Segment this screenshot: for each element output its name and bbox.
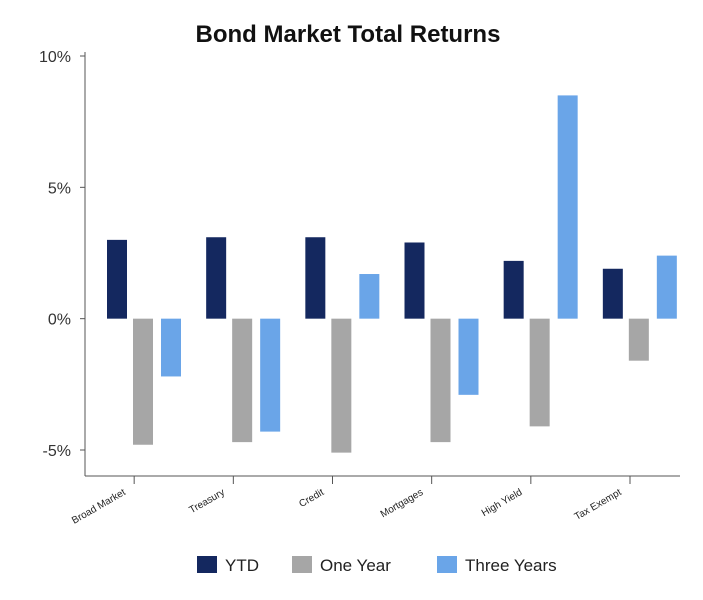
bar-one-year	[628, 318, 649, 361]
x-tick-label: Mortgages	[379, 487, 425, 520]
x-tick-label: Broad Market	[70, 487, 128, 527]
bar-three-years	[458, 318, 479, 395]
bar-one-year	[529, 318, 550, 427]
y-tick-label: 5%	[48, 180, 71, 197]
legend: YTD One Year Three Years	[197, 556, 557, 575]
x-tick-label: Tax Exempt	[573, 487, 624, 523]
legend-label: One Year	[320, 556, 391, 575]
y-tick-label: 0%	[48, 312, 71, 329]
bar-ytd	[206, 237, 227, 319]
bar-one-year	[331, 318, 352, 453]
bar-ytd	[305, 237, 326, 319]
bar-three-years	[359, 274, 380, 319]
legend-label: YTD	[225, 556, 259, 575]
legend-swatch	[437, 556, 457, 573]
legend-swatch	[292, 556, 312, 573]
bar-ytd	[602, 268, 623, 319]
bar-one-year	[232, 318, 253, 443]
y-tick-label: -5%	[43, 443, 71, 460]
bar-ytd	[404, 242, 425, 319]
x-tick-label: Treasury	[187, 487, 226, 516]
x-tick-label: Credit	[297, 487, 326, 510]
bar-three-years	[656, 255, 677, 319]
y-tick-label: 10%	[39, 49, 71, 66]
bars	[107, 95, 677, 453]
bar-three-years	[260, 318, 281, 432]
bar-ytd	[107, 239, 127, 319]
bar-one-year	[430, 318, 451, 443]
legend-label: Three Years	[465, 556, 557, 575]
legend-swatch	[197, 556, 217, 573]
bar-ytd	[503, 260, 524, 319]
bar-three-years	[557, 95, 578, 319]
bar-one-year	[133, 318, 153, 445]
chart-title: Bond Market Total Returns	[196, 21, 501, 48]
x-tick-label: High Yield	[480, 487, 524, 519]
bar-three-years	[161, 318, 181, 377]
